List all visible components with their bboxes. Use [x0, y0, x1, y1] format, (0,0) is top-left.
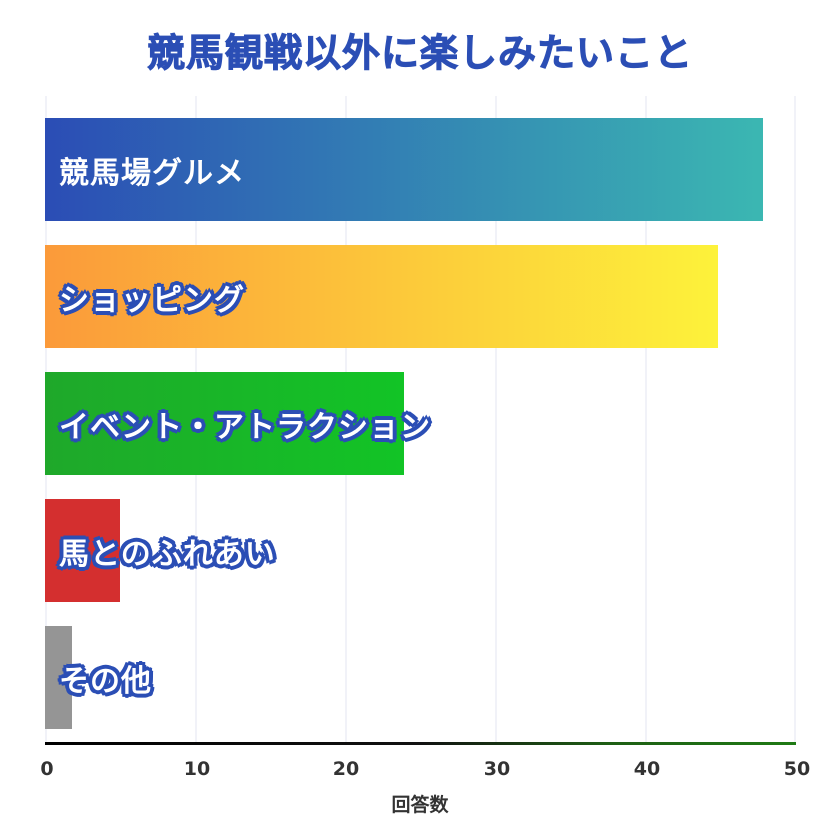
- x-tick-label: 10: [183, 758, 211, 780]
- x-tick-label: 30: [483, 758, 511, 780]
- x-tick-label: 0: [40, 758, 54, 780]
- gridline: [794, 96, 796, 744]
- x-tick-label: 50: [783, 758, 811, 780]
- bar-label: イベント・アトラクション: [59, 409, 431, 445]
- x-tick-label: 40: [633, 758, 661, 780]
- chart-title: 競馬観戦以外に楽しみたいこと: [146, 31, 693, 76]
- x-tick-label: 20: [332, 758, 360, 780]
- plot-area: 競馬場グルメ ショッピング イベント・アトラクション 馬とのふれあい その他: [45, 96, 796, 744]
- bar-keibajo-gourmet: 競馬場グルメ: [45, 118, 763, 221]
- bar-other: その他: [45, 626, 151, 729]
- x-axis-line: [45, 742, 796, 745]
- bar-label: 馬とのふれあい: [59, 536, 276, 572]
- x-axis-title: 回答数: [391, 794, 449, 816]
- bar-label: ショッピング: [59, 282, 245, 318]
- bar-label: その他: [59, 663, 152, 699]
- bar-label: 競馬場グルメ: [59, 155, 245, 191]
- gridline: [495, 96, 497, 744]
- bar-shopping: ショッピング: [45, 245, 718, 348]
- bar-event-attraction: イベント・アトラクション: [45, 372, 430, 475]
- gridline: [645, 96, 647, 744]
- bar-horse-interaction: 馬とのふれあい: [45, 499, 275, 602]
